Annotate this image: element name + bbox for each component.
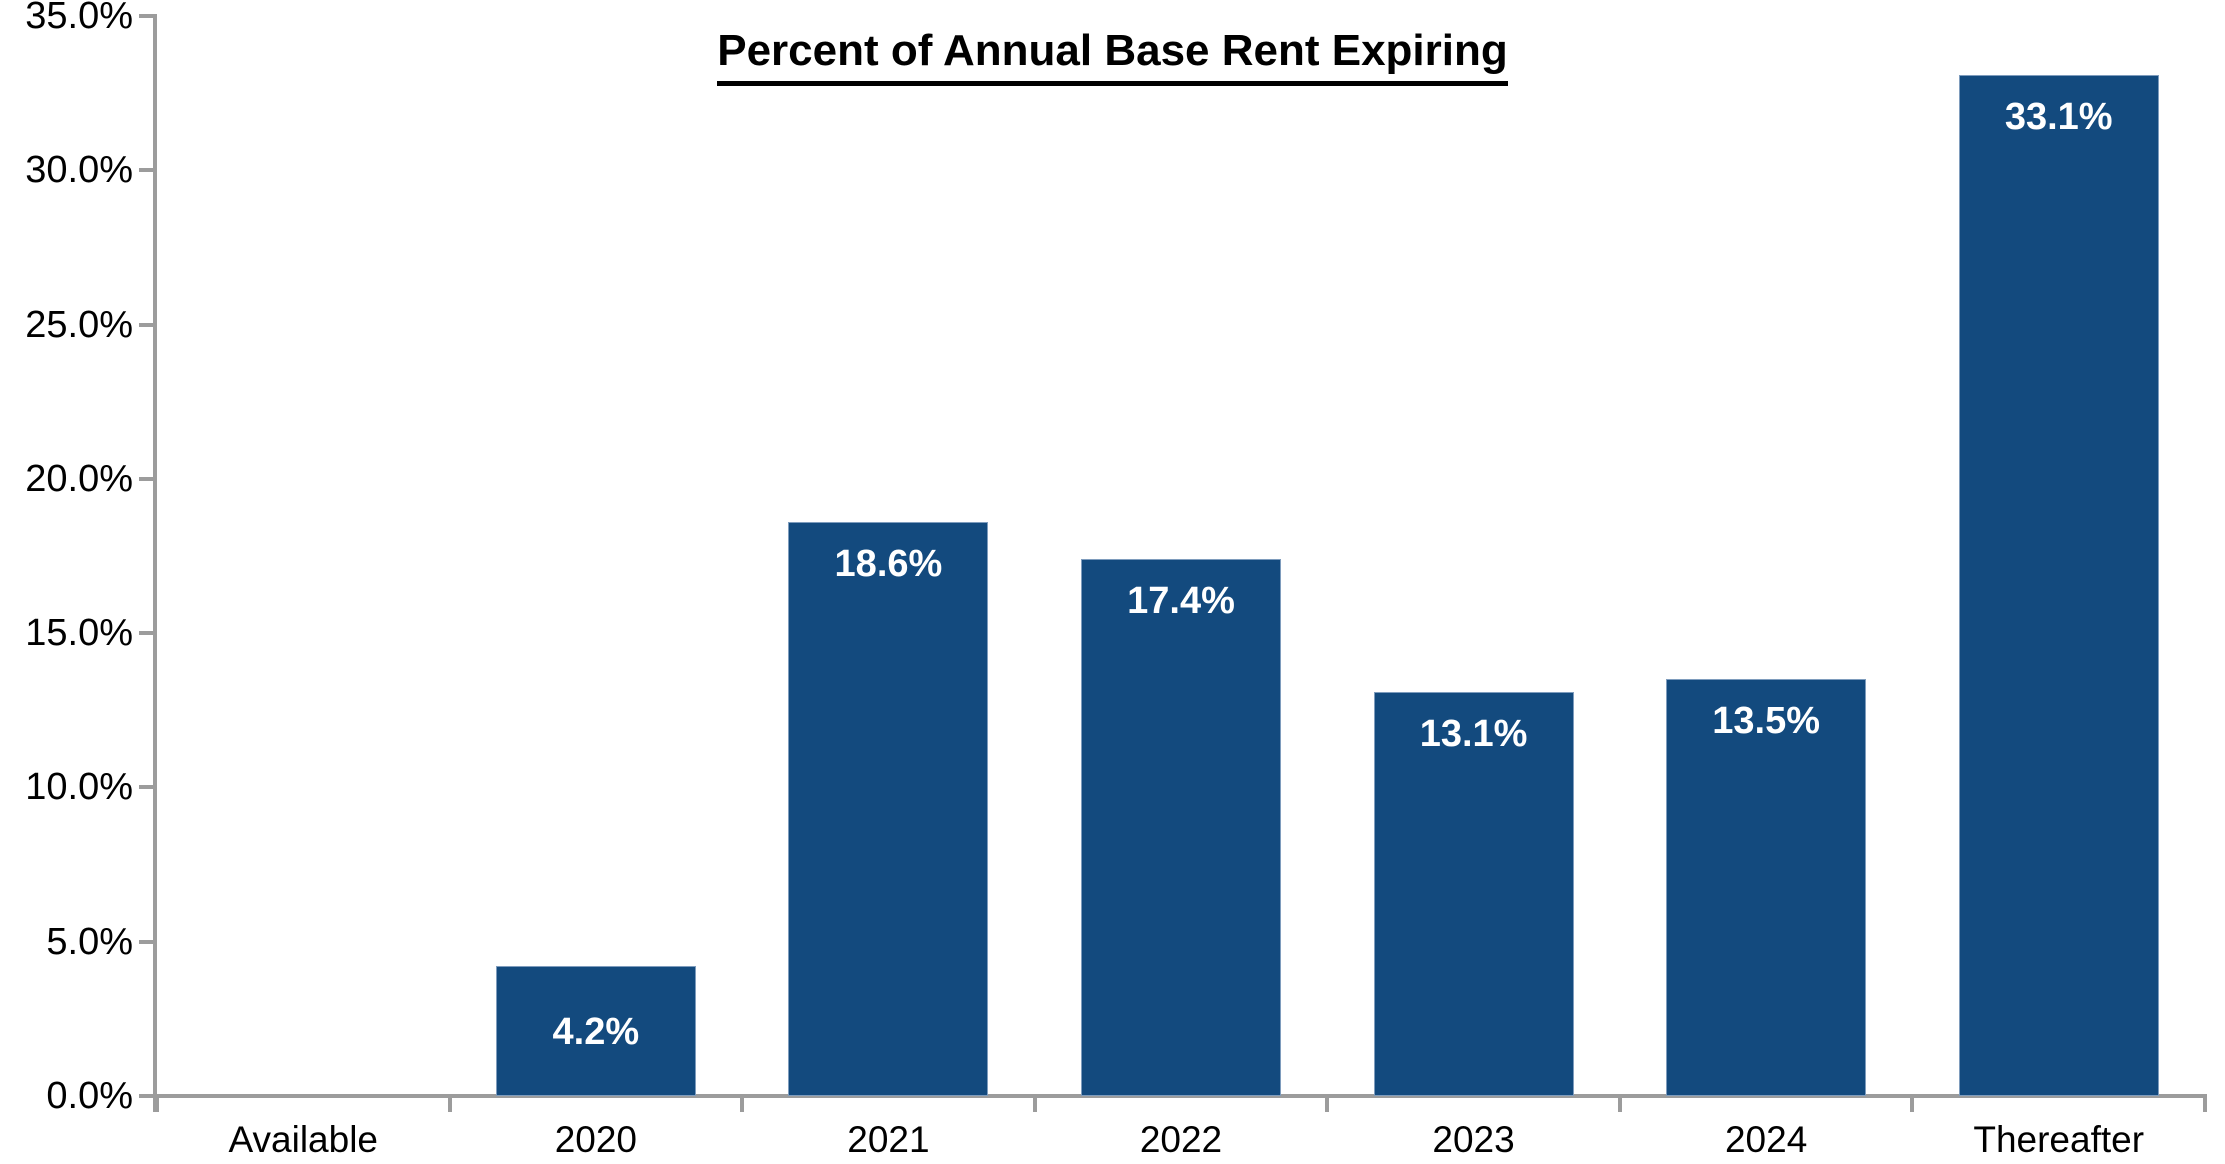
x-axis-tick — [2203, 1096, 2207, 1112]
x-axis-tick — [1617, 1096, 1622, 1112]
y-axis-tick — [139, 939, 153, 944]
x-axis-tick — [1910, 1096, 1915, 1112]
chart-title: Percent of Annual Base Rent Expiring — [717, 26, 1508, 86]
x-axis-tick — [740, 1096, 745, 1112]
bar-value-label: 17.4% — [1127, 580, 1235, 623]
y-axis-tick — [139, 785, 153, 790]
y-axis-label: 5.0% — [46, 920, 133, 963]
chart-title-container: Percent of Annual Base Rent Expiring — [0, 26, 2225, 86]
x-axis-label-2021: 2021 — [847, 1119, 930, 1160]
x-axis-tick — [155, 1096, 159, 1112]
x-axis-label-available: Available — [228, 1119, 379, 1160]
y-axis-label: 15.0% — [25, 612, 133, 655]
y-axis-tick — [139, 168, 153, 173]
x-axis-line — [153, 1094, 2207, 1098]
x-axis-label-thereafter: Thereafter — [1973, 1119, 2145, 1160]
bar-2022: 17.4% — [1081, 559, 1281, 1096]
y-axis-tick — [139, 14, 153, 18]
bar-thereafter: 33.1% — [1958, 74, 2159, 1096]
x-axis-tick — [447, 1096, 452, 1112]
bar-value-label: 13.5% — [1712, 700, 1821, 743]
bar-value-label: 13.1% — [1419, 712, 1528, 755]
bar-2021: 18.6% — [788, 522, 989, 1096]
y-axis-label: 20.0% — [25, 457, 133, 500]
y-axis-tick — [139, 476, 153, 481]
y-axis-label: 35.0% — [25, 0, 133, 37]
y-axis-tick — [139, 1094, 153, 1098]
x-axis-label-2023: 2023 — [1432, 1119, 1515, 1160]
y-axis-label: 10.0% — [25, 766, 133, 809]
bar-value-label: 18.6% — [834, 543, 943, 586]
bar-2024: 13.5% — [1666, 679, 1867, 1096]
y-axis-label: 30.0% — [25, 149, 133, 192]
x-axis-tick — [1032, 1096, 1037, 1112]
bar-2020: 4.2% — [495, 966, 696, 1096]
bar-value-label: 33.1% — [2004, 95, 2113, 138]
bar-value-label: 4.2% — [552, 1011, 640, 1054]
y-axis-tick — [139, 322, 153, 327]
x-axis-tick — [1325, 1096, 1330, 1112]
y-axis-label: 0.0% — [46, 1075, 133, 1117]
x-axis-label-2022: 2022 — [1139, 1119, 1223, 1160]
x-axis-label-2024: 2024 — [1724, 1119, 1808, 1160]
y-axis-tick — [139, 631, 153, 636]
x-axis-label-2020: 2020 — [554, 1119, 637, 1160]
y-axis-line — [153, 14, 157, 1112]
bar-2023: 13.1% — [1373, 691, 1574, 1096]
y-axis-label: 25.0% — [25, 303, 133, 346]
